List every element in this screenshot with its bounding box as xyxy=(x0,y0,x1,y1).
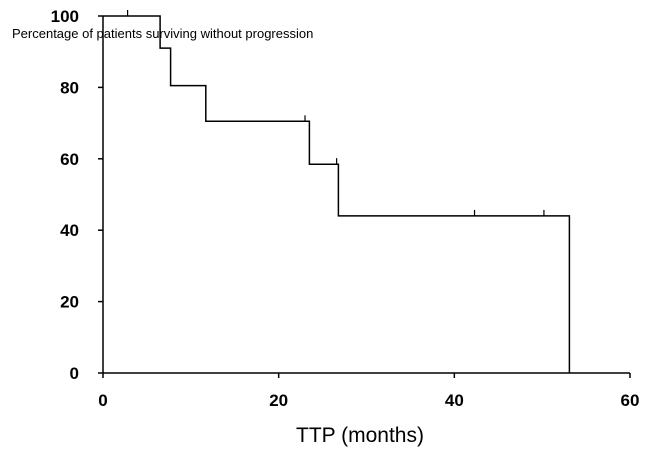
y-tick-label: 60 xyxy=(60,150,79,169)
x-axis-title: TTP (months) xyxy=(296,424,424,447)
chart-title: Percentage of patients surviving without… xyxy=(12,26,313,41)
y-tick-label: 0 xyxy=(70,364,79,383)
x-tick-label: 40 xyxy=(445,391,464,410)
x-tick-label: 20 xyxy=(269,391,288,410)
y-tick-label: 40 xyxy=(60,221,79,240)
x-tick-label: 0 xyxy=(98,391,107,410)
y-tick-label: 100 xyxy=(51,7,79,26)
survival-curve xyxy=(103,15,571,373)
x-tick-label: 60 xyxy=(621,391,640,410)
axes xyxy=(102,16,630,374)
y-tick-label: 20 xyxy=(60,293,79,312)
survival-step-line xyxy=(103,15,571,373)
y-tick-label: 80 xyxy=(60,78,79,97)
ticks: 0 20 40 60 80 100 0 20 40 60 xyxy=(51,7,640,410)
censor-marks xyxy=(126,10,545,216)
